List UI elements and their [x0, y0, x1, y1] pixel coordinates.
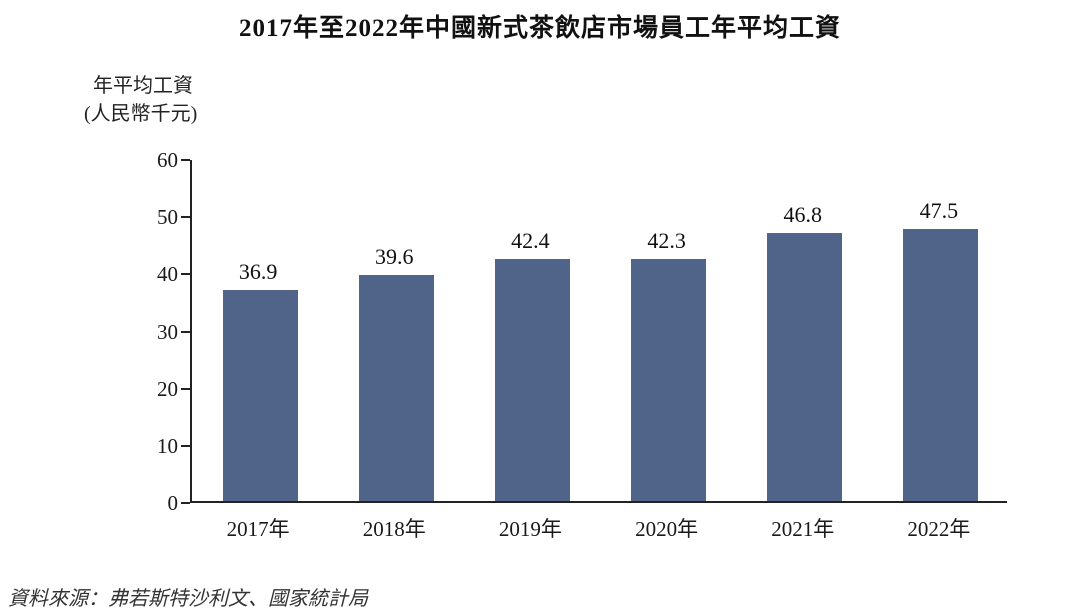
y-tick-label: 50 — [157, 205, 178, 230]
y-tick-mark — [181, 216, 190, 219]
x-tick-label: 2018年 — [362, 517, 426, 541]
y-tick-mark — [181, 330, 190, 333]
bar-2018年 — [358, 274, 434, 501]
chart-title: 2017年至2022年中國新式茶飲店市場員工年平均工資 — [238, 15, 841, 42]
y-axis-label: 年平均工資 (人民幣千元) — [84, 72, 197, 128]
source-note: 資料來源：弗若斯特沙利文、國家統計局 — [8, 588, 368, 610]
y-tick-mark — [181, 502, 190, 504]
bar-value-label: 42.4 — [511, 227, 550, 253]
plot-area — [190, 160, 1007, 503]
bar-2022年 — [903, 229, 979, 501]
x-tick-label: 2022年 — [907, 517, 971, 541]
y-tick-label: 0 — [167, 491, 179, 515]
bar-value-label: 42.3 — [647, 228, 686, 254]
bar-value-label: 39.6 — [375, 243, 414, 269]
y-tick-mark — [181, 273, 190, 276]
bar-2017年 — [222, 290, 298, 501]
y-tick-label: 20 — [157, 376, 178, 401]
x-tick-label: 2021年 — [771, 517, 835, 541]
y-axis-label-line2: (人民幣千元) — [84, 103, 198, 125]
y-tick-mark — [181, 444, 190, 447]
y-tick-mark — [181, 159, 190, 161]
y-tick-label: 10 — [157, 433, 178, 458]
bar-2020年 — [631, 259, 707, 501]
bar-2021年 — [767, 233, 843, 501]
y-tick-label: 30 — [157, 319, 178, 344]
x-tick-label: 2020年 — [635, 517, 699, 541]
x-tick-label: 2019年 — [498, 517, 562, 541]
y-axis-label-line1: 年平均工資 — [93, 75, 193, 97]
bar-2019年 — [494, 258, 570, 501]
y-tick-label: 40 — [157, 262, 178, 287]
bar-value-label: 47.5 — [919, 198, 959, 224]
bar-value-label: 46.8 — [783, 202, 823, 228]
y-tick-label: 60 — [157, 148, 178, 172]
y-tick-mark — [181, 387, 190, 390]
bar-value-label: 36.9 — [238, 259, 278, 285]
x-tick-label: 2017年 — [226, 517, 290, 541]
